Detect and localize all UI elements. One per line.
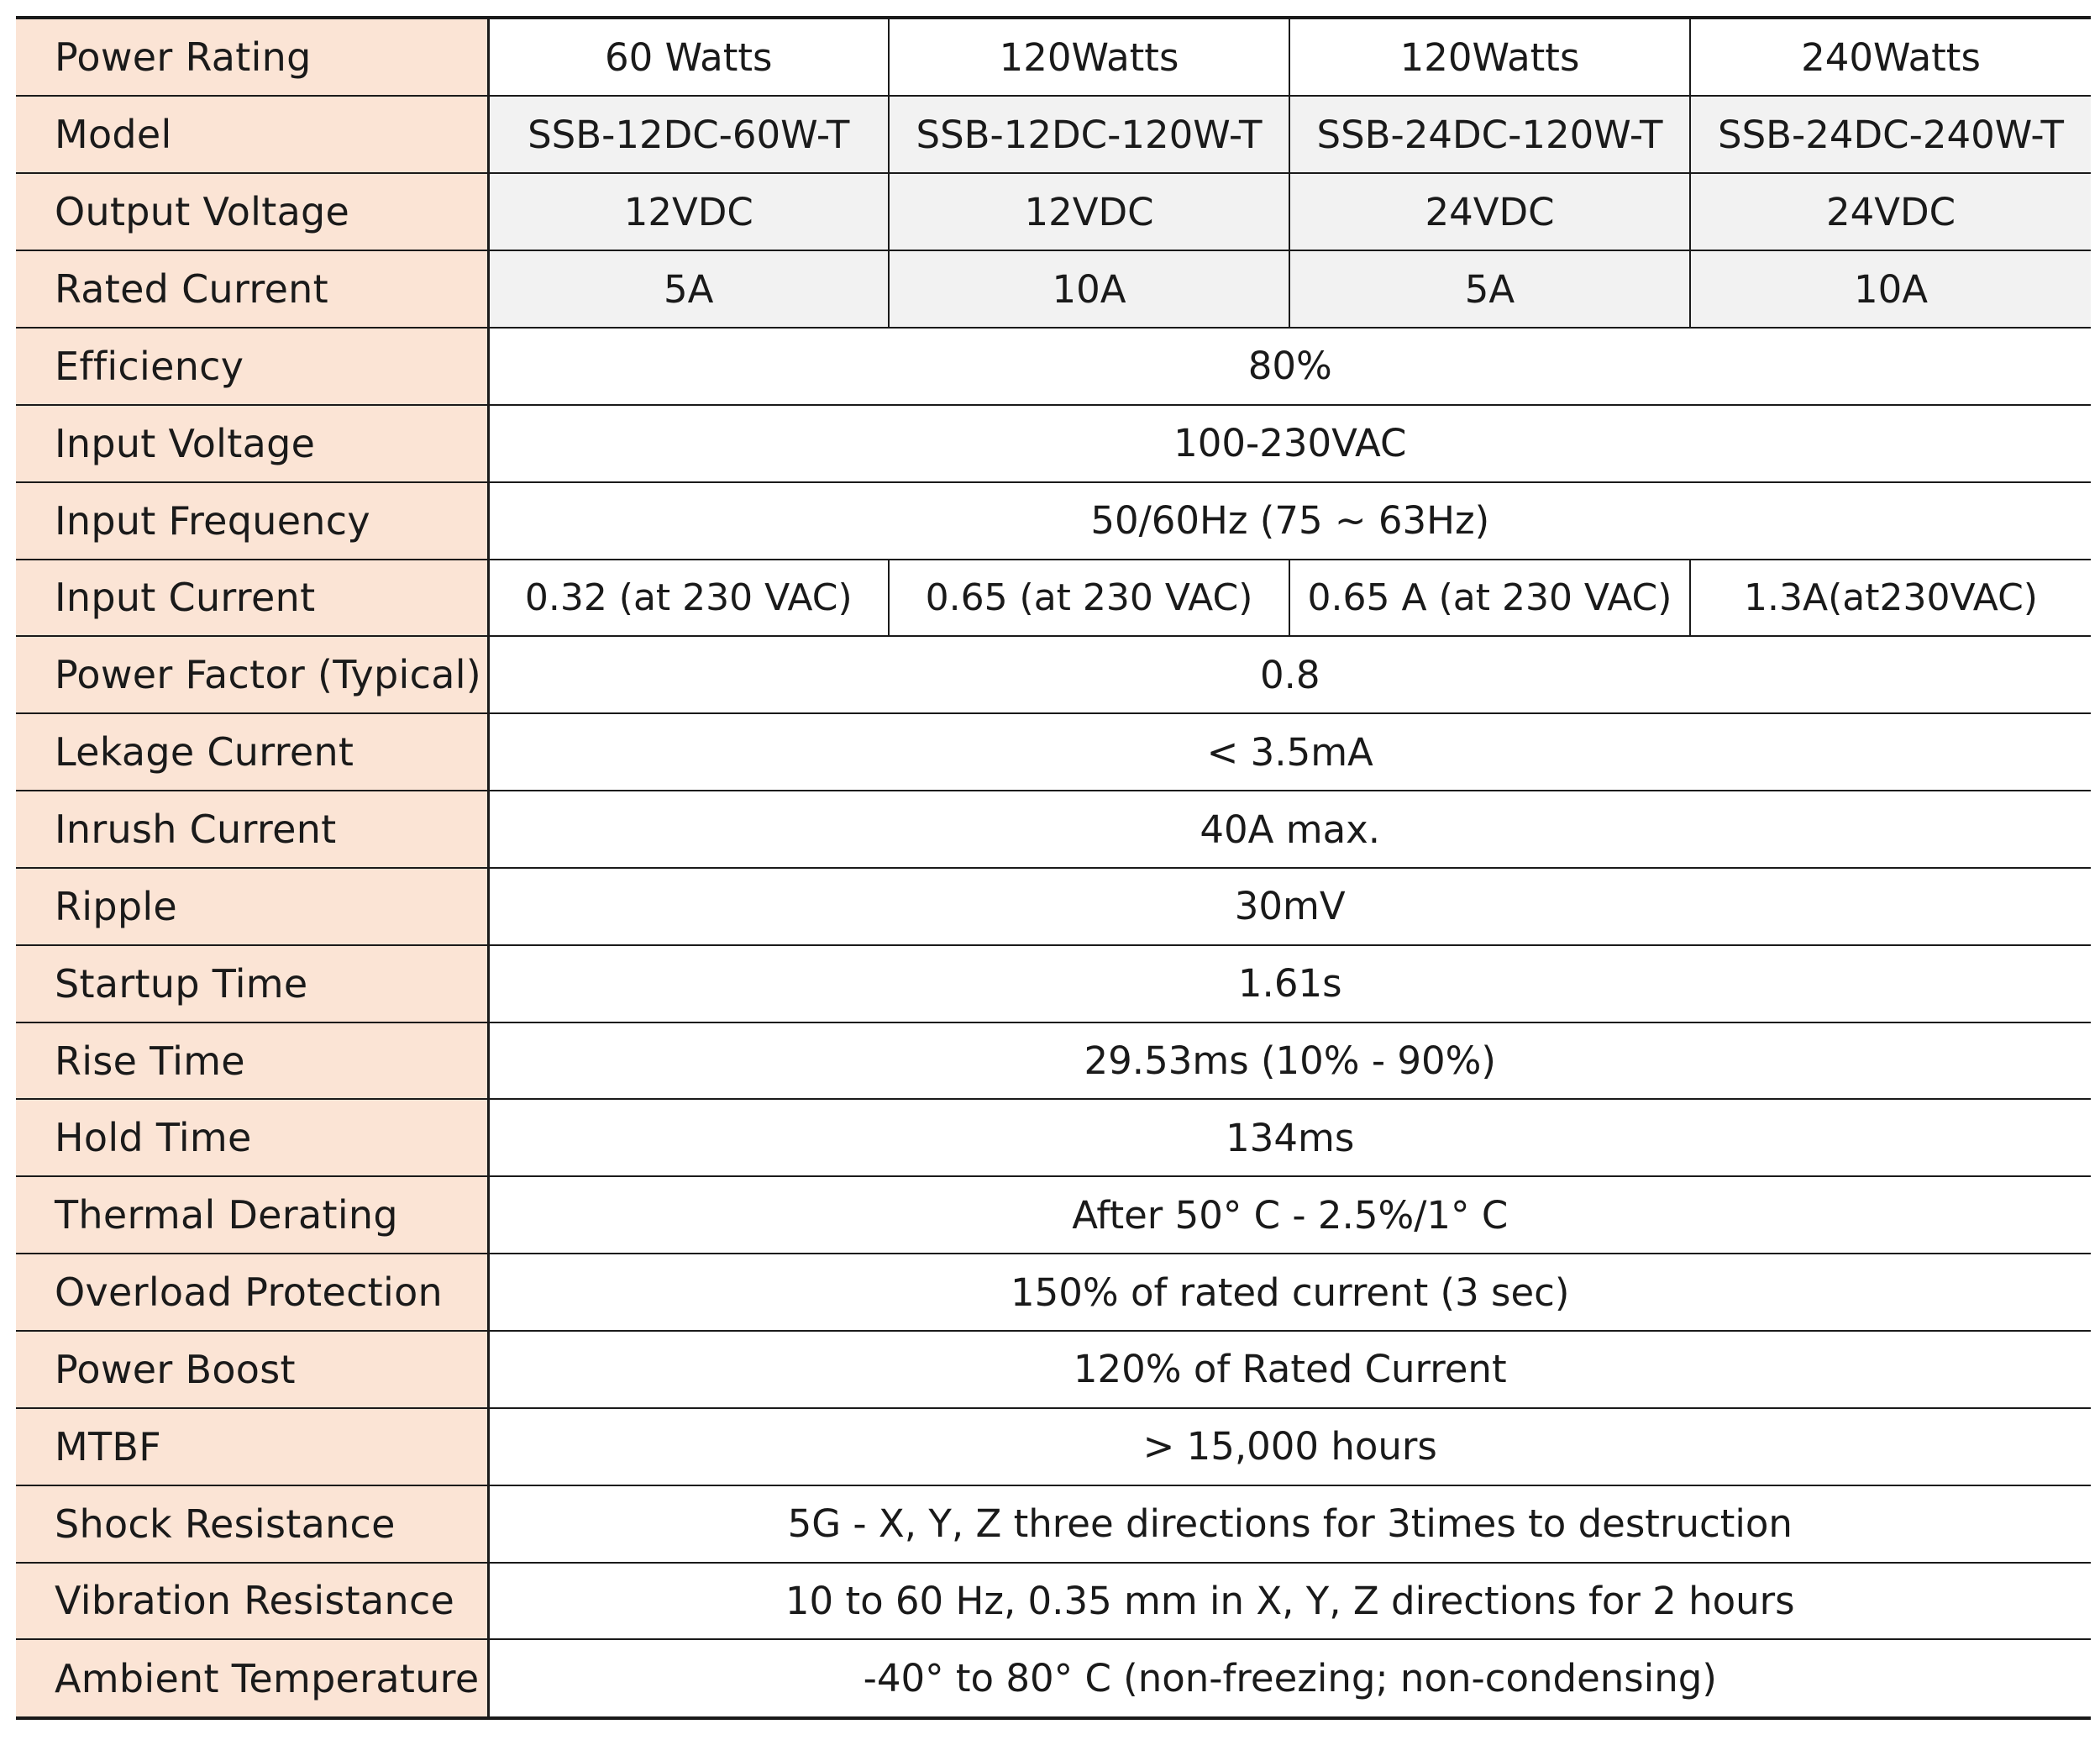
cell-value: 10A — [888, 250, 1289, 329]
row-label: Hold Time — [16, 1099, 490, 1178]
row-label: Shock Resistance — [16, 1485, 490, 1564]
table-row-output-voltage: Output Voltage 12VDC 12VDC 24VDC 24VDC — [16, 173, 2091, 252]
cell-value: 134ms — [488, 1099, 2091, 1178]
cell-value: 100-230VAC — [488, 404, 2091, 483]
table-row-mtbf: MTBF > 15,000 hours — [16, 1407, 2091, 1486]
cell-value: 24VDC — [1689, 173, 2091, 252]
table-row-input-frequency: Input Frequency 50/60Hz (75 ~ 63Hz) — [16, 481, 2091, 560]
row-label: Startup Time — [16, 944, 490, 1023]
cell-value: 10 to 60 Hz, 0.35 mm in X, Y, Z directio… — [488, 1562, 2091, 1641]
table-row-power-boost: Power Boost 120% of Rated Current — [16, 1330, 2091, 1409]
cell-value: > 15,000 hours — [488, 1407, 2091, 1486]
cell-value: 40A max. — [488, 791, 2091, 869]
row-label: Ambient Temperature — [16, 1639, 490, 1719]
table-row-shock-resistance: Shock Resistance 5G - X, Y, Z three dire… — [16, 1485, 2091, 1564]
table-row-inrush-current: Inrush Current 40A max. — [16, 791, 2091, 869]
table-row-ambient-temperature: Ambient Temperature -40° to 80° C (non-f… — [16, 1639, 2091, 1719]
cell-value: 24VDC — [1289, 173, 1690, 252]
table-row-power-factor: Power Factor (Typical) 0.8 — [16, 636, 2091, 715]
cell-value: 120Watts — [1289, 18, 1690, 97]
table-row-input-current: Input Current 0.32 (at 230 VAC) 0.65 (at… — [16, 559, 2091, 638]
cell-value: 1.61s — [488, 944, 2091, 1023]
row-label: Power Rating — [16, 18, 490, 97]
cell-value: 50/60Hz (75 ~ 63Hz) — [488, 481, 2091, 560]
cell-value: 60 Watts — [487, 18, 889, 97]
cell-value: 0.32 (at 230 VAC) — [487, 559, 889, 638]
table-row-vibration-resistance: Vibration Resistance 10 to 60 Hz, 0.35 m… — [16, 1562, 2091, 1641]
row-label: Input Current — [16, 559, 490, 638]
row-label: Model — [16, 96, 490, 175]
cell-value: < 3.5mA — [488, 713, 2091, 792]
row-label: Output Voltage — [16, 173, 490, 252]
cell-value: -40° to 80° C (non-freezing; non-condens… — [488, 1639, 2091, 1719]
cell-value: After 50° C - 2.5%/1° C — [488, 1176, 2091, 1255]
cell-value: 0.65 (at 230 VAC) — [888, 559, 1289, 638]
table-row-power-rating: Power Rating 60 Watts 120Watts 120Watts … — [16, 18, 2091, 97]
row-label: Inrush Current — [16, 791, 490, 869]
cell-value: SSB-24DC-240W-T — [1689, 96, 2091, 175]
cell-value: 80% — [488, 328, 2091, 406]
row-label: Rise Time — [16, 1022, 490, 1101]
cell-value: 0.8 — [488, 636, 2091, 715]
cell-value: 150% of rated current (3 sec) — [488, 1254, 2091, 1332]
cell-value: 240Watts — [1689, 18, 2091, 97]
row-label: Vibration Resistance — [16, 1562, 490, 1641]
row-label: MTBF — [16, 1407, 490, 1486]
row-label: Thermal Derating — [16, 1176, 490, 1255]
cell-value: 120Watts — [888, 18, 1289, 97]
cell-value: 30mV — [488, 867, 2091, 946]
table-row-thermal-derating: Thermal Derating After 50° C - 2.5%/1° C — [16, 1176, 2091, 1255]
table-row-efficiency: Efficiency 80% — [16, 328, 2091, 406]
cell-value: 5A — [1289, 250, 1690, 329]
table-row-hold-time: Hold Time 134ms — [16, 1099, 2091, 1178]
table-row-rise-time: Rise Time 29.53ms (10% - 90%) — [16, 1022, 2091, 1101]
cell-value: 10A — [1689, 250, 2091, 329]
table-row-overload-protection: Overload Protection 150% of rated curren… — [16, 1254, 2091, 1332]
row-label: Overload Protection — [16, 1254, 490, 1332]
table-row-model: Model SSB-12DC-60W-T SSB-12DC-120W-T SSB… — [16, 96, 2091, 175]
row-label: Lekage Current — [16, 713, 490, 792]
cell-value: 5G - X, Y, Z three directions for 3times… — [488, 1485, 2091, 1564]
spec-table: Power Rating 60 Watts 120Watts 120Watts … — [16, 16, 2091, 1720]
row-label: Input Frequency — [16, 481, 490, 560]
row-label: Rated Current — [16, 250, 490, 329]
cell-value: SSB-24DC-120W-T — [1289, 96, 1690, 175]
cell-value: 0.65 A (at 230 VAC) — [1289, 559, 1690, 638]
table-row-rated-current: Rated Current 5A 10A 5A 10A — [16, 250, 2091, 329]
table-row-startup-time: Startup Time 1.61s — [16, 944, 2091, 1023]
cell-value: SSB-12DC-120W-T — [888, 96, 1289, 175]
cell-value: SSB-12DC-60W-T — [487, 96, 889, 175]
row-label: Ripple — [16, 867, 490, 946]
cell-value: 12VDC — [487, 173, 889, 252]
cell-value: 120% of Rated Current — [488, 1330, 2091, 1409]
row-label: Input Voltage — [16, 404, 490, 483]
cell-value: 1.3A(at230VAC) — [1689, 559, 2091, 638]
row-label: Power Boost — [16, 1330, 490, 1409]
cell-value: 12VDC — [888, 173, 1289, 252]
row-label: Efficiency — [16, 328, 490, 406]
cell-value: 5A — [487, 250, 889, 329]
table-row-lekage-current: Lekage Current < 3.5mA — [16, 713, 2091, 792]
table-row-ripple: Ripple 30mV — [16, 867, 2091, 946]
cell-value: 29.53ms (10% - 90%) — [488, 1022, 2091, 1101]
row-label: Power Factor (Typical) — [16, 636, 490, 715]
table-row-input-voltage: Input Voltage 100-230VAC — [16, 404, 2091, 483]
